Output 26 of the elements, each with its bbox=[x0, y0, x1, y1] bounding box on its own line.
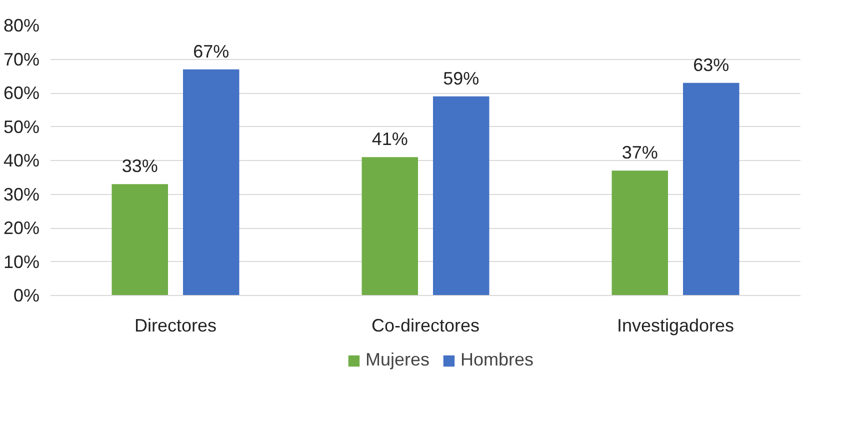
y-tick-label: 0% bbox=[13, 286, 40, 306]
bar bbox=[683, 82, 740, 296]
y-tick-label: 10% bbox=[3, 252, 40, 272]
y-tick-label: 50% bbox=[3, 116, 40, 137]
data-label: 33% bbox=[122, 156, 158, 176]
x-tick-label: Investigadores bbox=[616, 316, 734, 336]
bar bbox=[433, 96, 490, 296]
data-label: 37% bbox=[622, 142, 658, 163]
bar bbox=[362, 157, 418, 296]
bar bbox=[112, 184, 168, 296]
y-tick-label: 60% bbox=[3, 83, 40, 103]
bar bbox=[612, 170, 668, 296]
y-tick-label: 30% bbox=[3, 184, 40, 204]
y-tick-label: 70% bbox=[3, 49, 40, 70]
data-label: 63% bbox=[693, 54, 730, 75]
legend-label: Hombres bbox=[460, 350, 534, 370]
legend-label: Mujeres bbox=[365, 350, 430, 370]
data-label: 59% bbox=[443, 68, 480, 88]
data-label: 41% bbox=[372, 129, 408, 150]
y-tick-label: 40% bbox=[3, 150, 40, 170]
x-tick-label: Directores bbox=[134, 316, 217, 336]
x-tick-label: Co-directores bbox=[371, 316, 480, 336]
y-tick-label: 80% bbox=[3, 16, 40, 36]
data-label: 67% bbox=[193, 41, 230, 62]
y-tick-label: 20% bbox=[3, 218, 40, 238]
bar bbox=[183, 69, 240, 296]
